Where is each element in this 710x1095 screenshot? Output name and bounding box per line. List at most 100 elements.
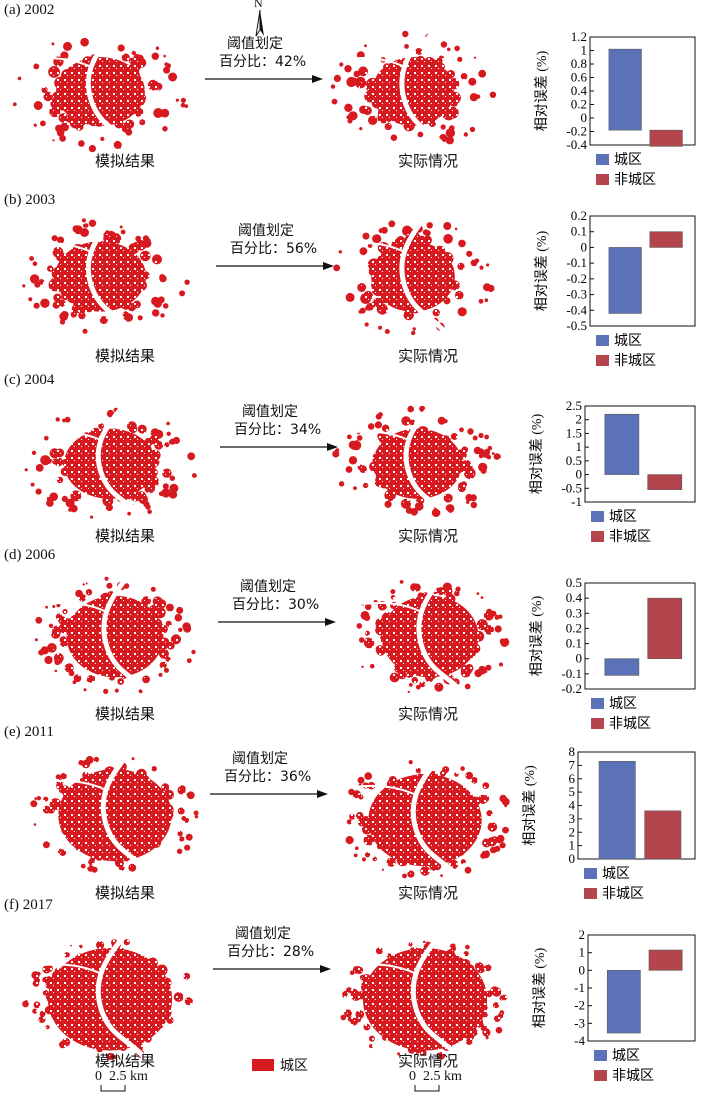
arrow-icon	[205, 75, 323, 83]
y-tick-label: 0	[576, 467, 583, 482]
threshold-percent: 百分比：56%	[230, 241, 318, 257]
legend-label-urban: 城区	[612, 1048, 640, 1064]
simulation-map	[22, 924, 193, 1063]
y-axis-label: 相对误差 (%)	[532, 947, 548, 1028]
y-tick-label: 0.1	[566, 636, 582, 651]
actual-map	[345, 746, 510, 883]
y-tick-label: 2	[569, 824, 576, 839]
urban-bar	[608, 48, 642, 131]
nonurban-bar	[647, 597, 683, 660]
nonurban-bar	[648, 949, 683, 971]
actual-map	[332, 394, 501, 523]
threshold-percent: 百分比：36%	[224, 769, 312, 785]
legend-swatch-nonurban	[591, 531, 604, 542]
y-tick-label: 2	[579, 927, 586, 942]
y-tick-label: -0.3	[566, 287, 587, 302]
y-tick-label: 1	[581, 43, 588, 58]
scale-bar-act: 0 2.5 km	[409, 1069, 479, 1093]
y-axis-label: 相对误差 (%)	[522, 765, 538, 846]
y-tick-label: -0.4	[566, 302, 587, 317]
legend-label-nonurban: 非城区	[609, 716, 651, 732]
y-tick-label: 1.5	[566, 425, 582, 440]
threshold-percent: 百分比：42%	[219, 54, 307, 70]
threshold-percent: 百分比：28%	[227, 944, 315, 960]
legend-label-urban: 城区	[609, 696, 637, 712]
legend-label-urban: 城区	[609, 509, 637, 525]
y-tick-label: 0	[581, 110, 588, 125]
plot-frame	[584, 582, 696, 690]
simulation-map	[12, 19, 189, 153]
legend-label-nonurban: 非城区	[602, 886, 644, 902]
actual-map	[356, 564, 510, 698]
y-tick-label: 4	[569, 798, 576, 813]
legend-swatch-nonurban	[591, 718, 604, 729]
simulation-caption: 模拟结果	[95, 705, 156, 723]
threshold-label: 阈值划定	[232, 751, 288, 767]
y-tick-label: -0.2	[566, 271, 587, 286]
y-tick-label: 2	[576, 412, 583, 427]
y-axis-label: 相对误差 (%)	[529, 595, 545, 676]
y-tick-label: -1	[574, 980, 585, 995]
urban-legend-label: 城区	[280, 1058, 308, 1074]
scale-bar-sim-label: 0 2.5 km	[95, 1069, 148, 1084]
nonurban-bar	[649, 231, 683, 248]
legend-swatch-urban	[591, 698, 604, 709]
actual-map	[330, 19, 497, 153]
y-tick-label: 0.2	[571, 97, 587, 112]
panel-label: (b) 2003	[4, 192, 56, 208]
y-tick-label: 3	[569, 811, 576, 826]
y-tick-label: -0.2	[566, 124, 587, 139]
arrow-icon	[210, 790, 328, 798]
y-tick-label: 5	[569, 784, 576, 799]
legend-swatch-urban	[591, 511, 604, 522]
y-tick-label: 0.1	[571, 224, 587, 239]
actual-map	[333, 204, 495, 338]
y-tick-label: 1	[569, 838, 576, 853]
legend-label-urban: 城区	[602, 866, 630, 882]
threshold-label: 阈值划定	[242, 404, 298, 420]
panel-label: (e) 2011	[4, 724, 54, 740]
nonurban-bar	[647, 474, 683, 490]
legend-label-nonurban: 非城区	[612, 1068, 654, 1084]
y-tick-label: 1	[576, 439, 583, 454]
scale-bar-act-label: 0 2.5 km	[409, 1069, 462, 1084]
simulation-map	[34, 564, 196, 698]
y-tick-label: 1	[579, 945, 586, 960]
y-tick-label: 0	[581, 239, 588, 254]
legend-swatch-nonurban	[594, 1070, 607, 1081]
y-tick-label: 0	[569, 851, 576, 866]
y-axis-label: 相对误差 (%)	[534, 230, 550, 311]
y-tick-label: -0.5	[566, 318, 587, 333]
plot-frame	[589, 36, 696, 146]
actual-caption: 实际情况	[398, 152, 459, 170]
threshold-label: 阈值划定	[235, 926, 291, 942]
legend-label-nonurban: 非城区	[614, 353, 656, 369]
y-tick-label: 0	[579, 962, 586, 977]
panel-label: (f) 2017	[4, 897, 53, 913]
legend-swatch-urban	[594, 1050, 607, 1061]
y-tick-label: 0.3	[566, 605, 582, 620]
y-axis-label: 相对误差 (%)	[534, 50, 550, 131]
y-tick-label: -3	[574, 1015, 585, 1030]
legend-swatch-nonurban	[596, 355, 609, 366]
legend-label-urban: 城区	[614, 333, 642, 349]
urban-bar	[606, 970, 641, 1034]
urban-legend-swatch	[252, 1059, 274, 1071]
legend-swatch-urban	[596, 154, 609, 165]
simulation-caption: 模拟结果	[95, 152, 156, 170]
threshold-label: 阈值划定	[240, 579, 296, 595]
y-axis-label: 相对误差 (%)	[529, 413, 545, 494]
y-tick-label: -0.1	[566, 255, 587, 270]
legend-label-nonurban: 非城区	[609, 529, 651, 545]
actual-caption: 实际情况	[398, 347, 459, 365]
y-tick-label: -0.4	[566, 137, 587, 152]
legend-swatch-urban	[596, 335, 609, 346]
plot-frame	[584, 405, 696, 503]
y-tick-label: 0	[576, 651, 583, 666]
